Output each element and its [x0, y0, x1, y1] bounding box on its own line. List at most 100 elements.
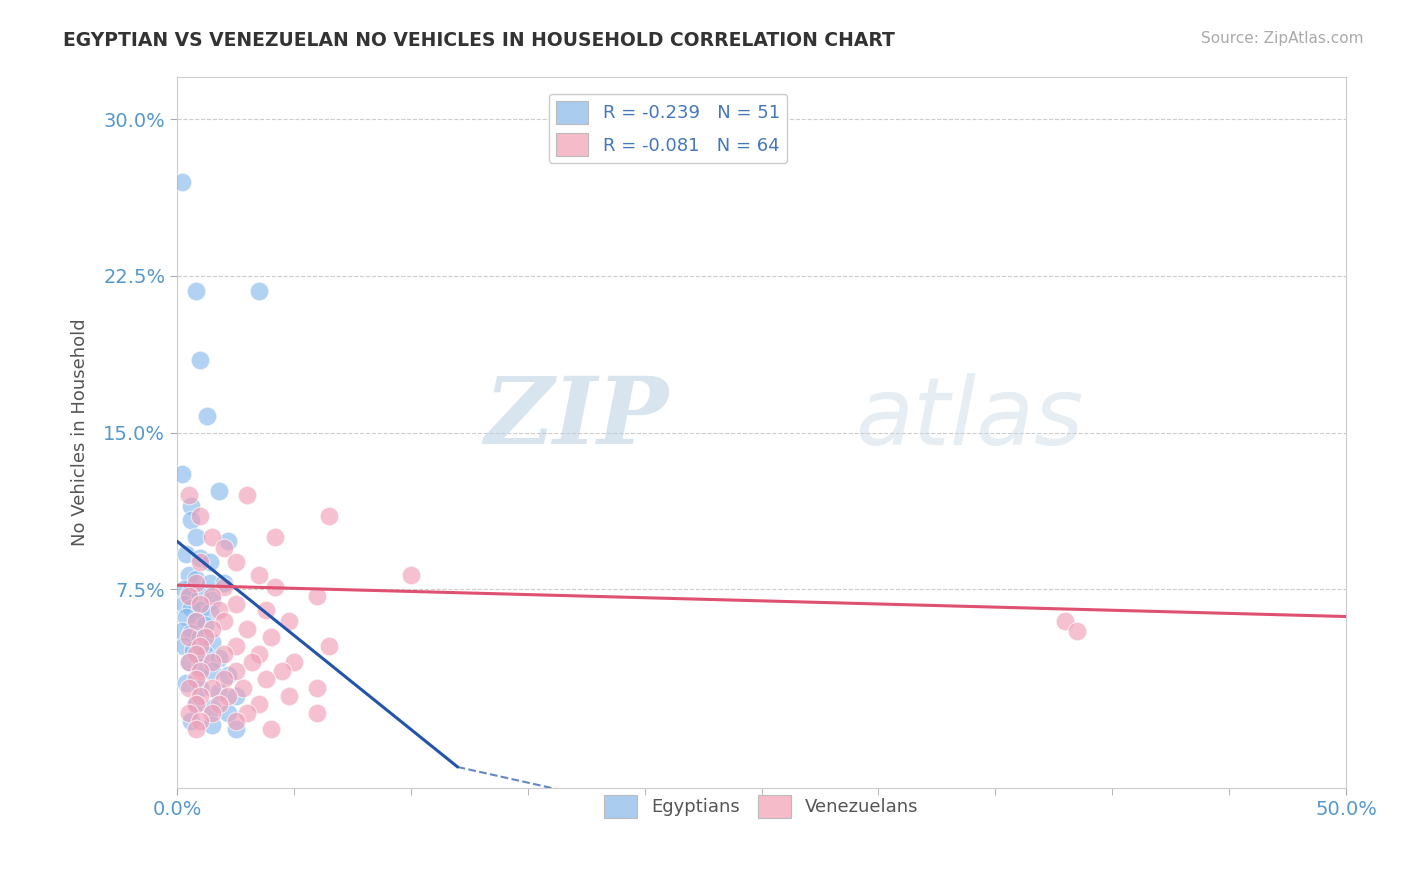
- Point: [180, 499, 202, 513]
- Point: [177, 567, 200, 582]
- Point: [190, 639, 212, 653]
- Point: [254, 603, 277, 617]
- Point: [173, 597, 195, 611]
- Point: [190, 509, 212, 524]
- Point: [176, 676, 198, 690]
- Point: [194, 647, 217, 661]
- Point: [184, 614, 207, 628]
- Point: [247, 284, 270, 298]
- Point: [208, 651, 231, 665]
- Point: [225, 714, 247, 728]
- Point: [194, 631, 217, 645]
- Point: [208, 685, 231, 699]
- Point: [198, 555, 221, 569]
- Text: ZIP: ZIP: [484, 374, 668, 464]
- Point: [190, 597, 212, 611]
- Point: [180, 601, 202, 615]
- Point: [201, 622, 224, 636]
- Point: [197, 409, 219, 423]
- Point: [190, 603, 212, 617]
- Point: [201, 701, 224, 715]
- Point: [177, 706, 200, 720]
- Point: [318, 639, 340, 653]
- Point: [180, 626, 202, 640]
- Point: [176, 547, 198, 561]
- Point: [190, 551, 212, 566]
- Point: [218, 668, 240, 682]
- Text: atlas: atlas: [855, 373, 1083, 464]
- Point: [184, 572, 207, 586]
- Point: [1054, 614, 1077, 628]
- Point: [173, 639, 195, 653]
- Point: [190, 714, 212, 728]
- Point: [184, 576, 207, 591]
- Point: [176, 609, 198, 624]
- Point: [190, 555, 212, 569]
- Point: [170, 175, 193, 189]
- Point: [177, 589, 200, 603]
- Point: [208, 484, 231, 499]
- Point: [177, 656, 200, 670]
- Point: [201, 530, 224, 544]
- Point: [170, 467, 193, 482]
- Point: [225, 664, 247, 678]
- Point: [259, 723, 281, 737]
- Point: [190, 631, 212, 645]
- Point: [307, 706, 329, 720]
- Point: [212, 647, 235, 661]
- Point: [184, 723, 207, 737]
- Point: [264, 580, 287, 594]
- Point: [225, 597, 247, 611]
- Point: [177, 631, 200, 645]
- Point: [399, 567, 422, 582]
- Point: [180, 513, 202, 527]
- Point: [218, 689, 240, 703]
- Point: [183, 643, 205, 657]
- Point: [212, 576, 235, 591]
- Point: [184, 614, 207, 628]
- Point: [190, 689, 212, 703]
- Point: [208, 603, 231, 617]
- Point: [177, 656, 200, 670]
- Point: [170, 624, 193, 639]
- Point: [259, 631, 281, 645]
- Point: [271, 664, 294, 678]
- Point: [212, 614, 235, 628]
- Legend: Egyptians, Venezuelans: Egyptians, Venezuelans: [598, 788, 925, 825]
- Point: [231, 681, 253, 695]
- Point: [201, 706, 224, 720]
- Point: [177, 681, 200, 695]
- Point: [307, 589, 329, 603]
- Point: [247, 647, 270, 661]
- Point: [201, 664, 224, 678]
- Point: [212, 672, 235, 686]
- Point: [236, 488, 259, 502]
- Point: [225, 555, 247, 569]
- Point: [218, 706, 240, 720]
- Point: [177, 586, 200, 600]
- Point: [240, 656, 263, 670]
- Point: [1066, 624, 1088, 639]
- Point: [180, 714, 202, 728]
- Point: [190, 352, 212, 367]
- Point: [190, 664, 212, 678]
- Point: [201, 592, 224, 607]
- Point: [198, 605, 221, 619]
- Point: [184, 647, 207, 661]
- Text: Source: ZipAtlas.com: Source: ZipAtlas.com: [1201, 31, 1364, 46]
- Text: EGYPTIAN VS VENEZUELAN NO VEHICLES IN HOUSEHOLD CORRELATION CHART: EGYPTIAN VS VENEZUELAN NO VEHICLES IN HO…: [63, 31, 896, 50]
- Point: [278, 689, 301, 703]
- Point: [184, 698, 207, 712]
- Point: [184, 530, 207, 544]
- Point: [247, 567, 270, 582]
- Point: [201, 718, 224, 732]
- Point: [173, 582, 195, 597]
- Point: [283, 656, 305, 670]
- Y-axis label: No Vehicles in Household: No Vehicles in Household: [72, 318, 89, 547]
- Point: [264, 530, 287, 544]
- Point: [225, 639, 247, 653]
- Point: [184, 698, 207, 712]
- Point: [236, 706, 259, 720]
- Point: [177, 488, 200, 502]
- Point: [201, 589, 224, 603]
